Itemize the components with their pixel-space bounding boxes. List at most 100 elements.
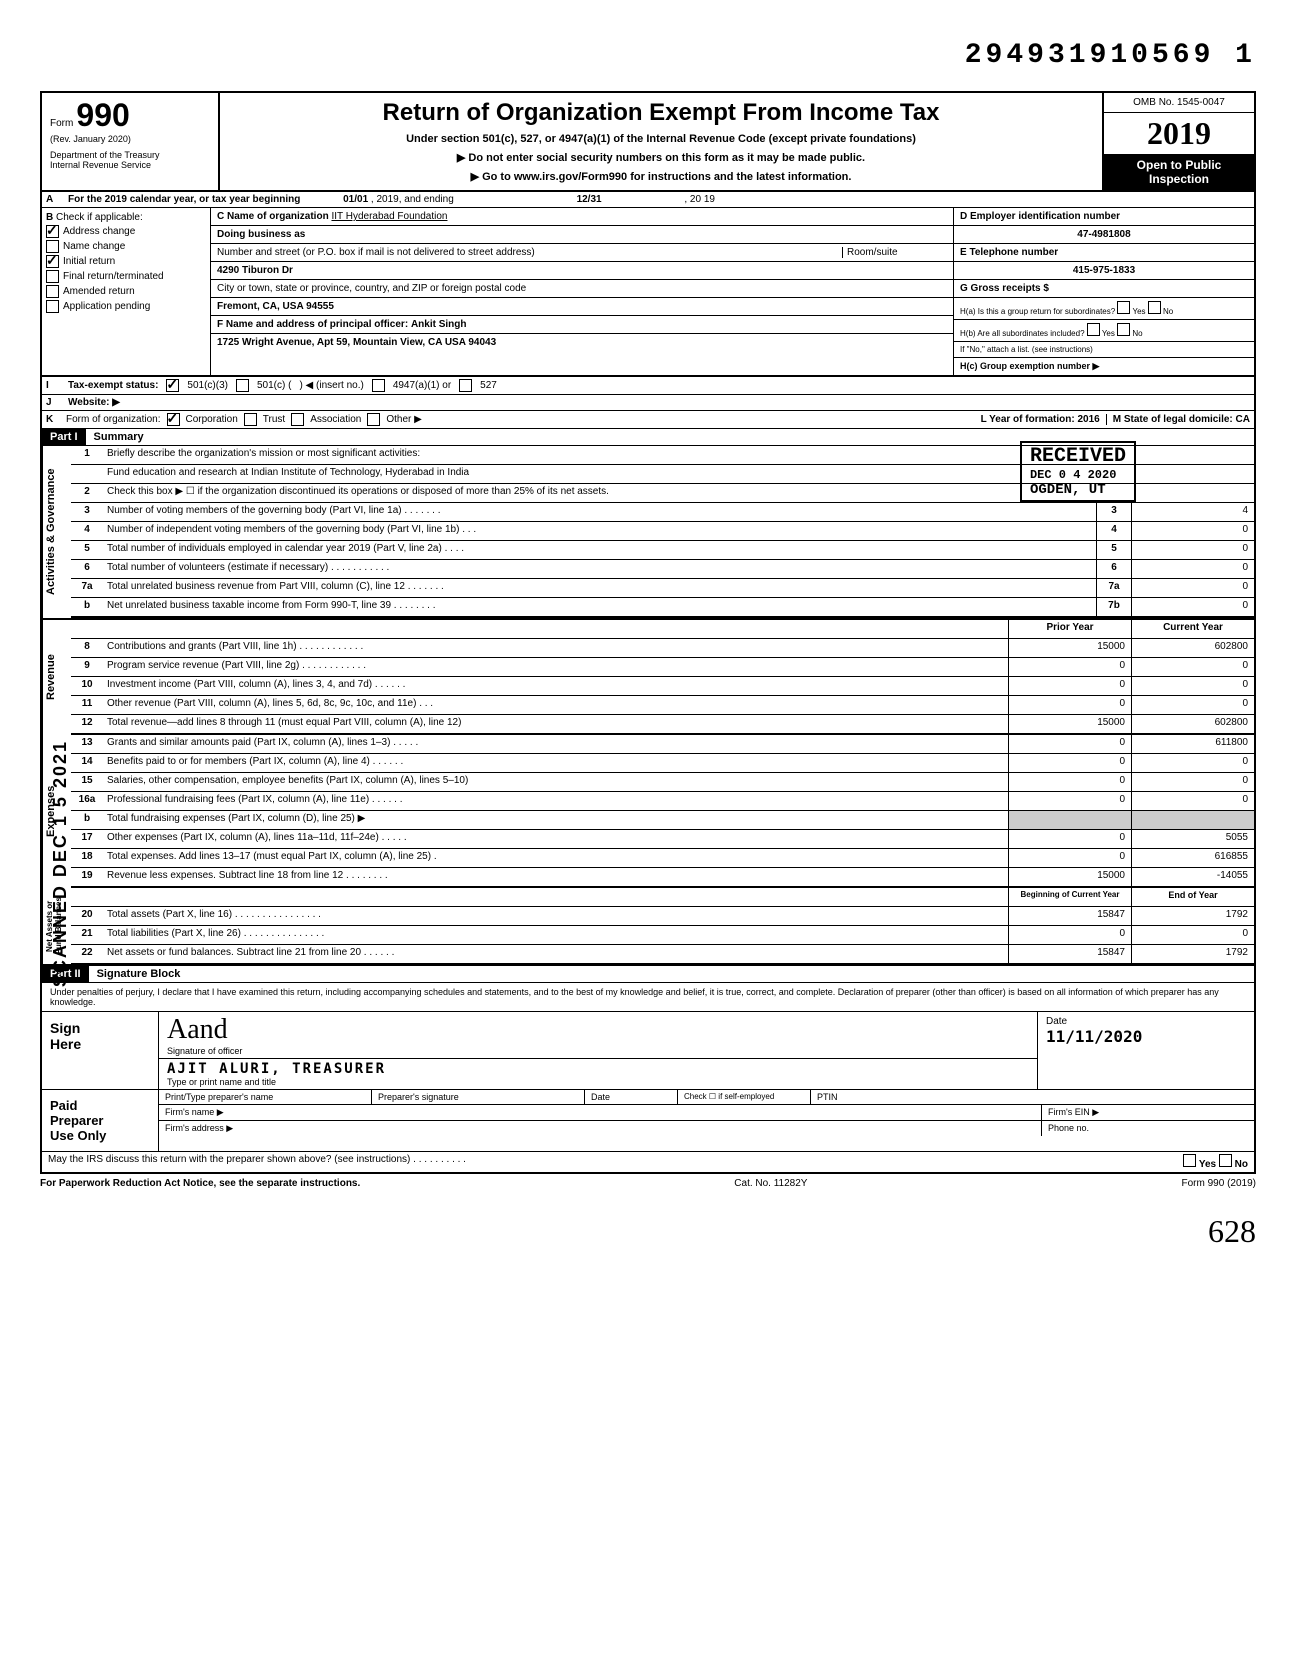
501c-label: 501(c) ( xyxy=(257,380,291,391)
prior-year-value: 15000 xyxy=(1008,868,1131,886)
preparer-name-label: Print/Type preparer's name xyxy=(159,1090,372,1104)
expenses-side-label: Expenses xyxy=(42,735,71,888)
current-year-value: 611800 xyxy=(1131,735,1254,753)
row-a-mid: , 2019, and ending xyxy=(371,194,454,205)
applicable-checkbox[interactable] xyxy=(46,285,59,298)
sign-date-label: Date xyxy=(1046,1016,1067,1027)
website-label: Website: ▶ xyxy=(68,397,120,408)
current-year-value: 616855 xyxy=(1131,849,1254,867)
line-number xyxy=(71,465,103,483)
officer-signature: Aand xyxy=(167,1014,228,1045)
assoc-checkbox[interactable] xyxy=(291,413,304,426)
governance-row: 7aTotal unrelated business revenue from … xyxy=(71,579,1254,598)
self-employed-label: Check ☐ if self-employed xyxy=(678,1090,811,1104)
paperwork-notice: For Paperwork Reduction Act Notice, see … xyxy=(40,1178,360,1189)
may-irs-yes-checkbox[interactable] xyxy=(1183,1154,1196,1167)
line-description: Total unrelated business revenue from Pa… xyxy=(103,579,1096,597)
applicable-checkbox[interactable] xyxy=(46,225,59,238)
may-irs-discuss-row: May the IRS discuss this return with the… xyxy=(42,1151,1254,1172)
line-box: 7a xyxy=(1096,579,1131,597)
yes-label: Yes xyxy=(1102,329,1115,338)
row-k-label: K xyxy=(46,414,60,425)
net-assets-row: 20Total assets (Part X, line 16) . . . .… xyxy=(71,907,1254,926)
527-checkbox[interactable] xyxy=(459,379,472,392)
governance-section: Activities & Governance 1Briefly describ… xyxy=(40,446,1256,618)
ha-yes-checkbox[interactable] xyxy=(1117,301,1130,314)
applicable-checkbox[interactable] xyxy=(46,300,59,313)
trust-checkbox[interactable] xyxy=(244,413,257,426)
row-a-tax-year: A For the 2019 calendar year, or tax yea… xyxy=(40,192,1256,208)
prior-year-value: 0 xyxy=(1008,677,1131,695)
501c3-checkbox[interactable] xyxy=(166,379,179,392)
no-label: No xyxy=(1235,1159,1248,1170)
tax-year: 2019 xyxy=(1104,113,1254,154)
governance-side-label: Activities & Governance xyxy=(42,446,71,618)
ha-no-checkbox[interactable] xyxy=(1148,301,1161,314)
current-year-value: 0 xyxy=(1131,677,1254,695)
form-title: Return of Organization Exempt From Incom… xyxy=(226,99,1096,127)
ha-label: H(a) Is this a group return for subordin… xyxy=(960,307,1115,316)
street-label: Number and street (or P.O. box if mail i… xyxy=(217,247,535,258)
governance-row: bNet unrelated business taxable income f… xyxy=(71,598,1254,618)
line-number: 15 xyxy=(71,773,103,791)
trust-label: Trust xyxy=(263,414,285,425)
net-assets-row: 21Total liabilities (Part X, line 26) . … xyxy=(71,926,1254,945)
prior-year-value: 0 xyxy=(1008,792,1131,810)
year-formation-label: L Year of formation: xyxy=(981,414,1075,425)
hb-no-checkbox[interactable] xyxy=(1117,323,1130,336)
current-year-value: 602800 xyxy=(1131,715,1254,733)
ptin-label: PTIN xyxy=(811,1090,1254,1104)
line-description: Grants and similar amounts paid (Part IX… xyxy=(103,735,1008,753)
net-assets-section: Net Assets or Fund Balances Beginning of… xyxy=(40,888,1256,966)
form-number: 990 xyxy=(76,97,129,133)
line-value: 0 xyxy=(1131,598,1254,616)
expense-row: 15Salaries, other compensation, employee… xyxy=(71,773,1254,792)
room-label: Room/suite xyxy=(842,247,947,258)
501c3-label: 501(c)(3) xyxy=(187,380,228,391)
current-year-value: 0 xyxy=(1131,658,1254,676)
catalog-number: Cat. No. 11282Y xyxy=(734,1178,807,1189)
preparer-sig-label: Preparer's signature xyxy=(372,1090,585,1104)
prior-year-value: 0 xyxy=(1008,658,1131,676)
may-irs-no-checkbox[interactable] xyxy=(1219,1154,1232,1167)
signature-block: Under penalties of perjury, I declare th… xyxy=(40,983,1256,1174)
beginning-value: 15847 xyxy=(1008,945,1131,963)
tax-exempt-label: Tax-exempt status: xyxy=(68,380,158,391)
form-of-org-label: Form of organization: xyxy=(66,414,161,425)
no-label: No xyxy=(1132,329,1142,338)
current-year-header: Current Year xyxy=(1131,620,1254,638)
firm-name-label: Firm's name ▶ xyxy=(159,1105,1042,1120)
officer-name: Ankit Singh xyxy=(411,319,467,330)
applicable-checkbox[interactable] xyxy=(46,270,59,283)
revenue-row: 11Other revenue (Part VIII, column (A), … xyxy=(71,696,1254,715)
527-label: 527 xyxy=(480,380,497,391)
row-a-label: A xyxy=(42,192,64,207)
501c-checkbox[interactable] xyxy=(236,379,249,392)
hc-label: H(c) Group exemption number ▶ xyxy=(960,361,1099,371)
page-footer: For Paperwork Reduction Act Notice, see … xyxy=(40,1174,1256,1193)
line-number: 20 xyxy=(71,907,103,925)
other-checkbox[interactable] xyxy=(367,413,380,426)
expense-row: 19Revenue less expenses. Subtract line 1… xyxy=(71,868,1254,888)
preparer-date-label: Date xyxy=(585,1090,678,1104)
check-row: Address change xyxy=(46,225,206,238)
line-value: 4 xyxy=(1131,503,1254,521)
line-description: Net unrelated business taxable income fr… xyxy=(103,598,1096,616)
year-formation-value: 2016 xyxy=(1077,414,1099,425)
hb-yes-checkbox[interactable] xyxy=(1087,323,1100,336)
corp-checkbox[interactable] xyxy=(167,413,180,426)
line-number: 4 xyxy=(71,522,103,540)
line-description: Total revenue—add lines 8 through 11 (mu… xyxy=(103,715,1008,733)
revision: (Rev. January 2020) xyxy=(50,134,210,144)
line-description: Benefits paid to or for members (Part IX… xyxy=(103,754,1008,772)
revenue-row: 12Total revenue—add lines 8 through 11 (… xyxy=(71,715,1254,735)
line-description: Revenue less expenses. Subtract line 18 … xyxy=(103,868,1008,886)
line-description: Check this box ▶ ☐ if the organization d… xyxy=(103,484,1254,502)
governance-row: Fund education and research at Indian In… xyxy=(71,465,1254,484)
row-k-org-form: K Form of organization: Corporation Trus… xyxy=(40,411,1256,429)
line-description: Professional fundraising fees (Part IX, … xyxy=(103,792,1008,810)
applicable-checkbox[interactable] xyxy=(46,255,59,268)
4947-checkbox[interactable] xyxy=(372,379,385,392)
row-j-label: J xyxy=(46,397,60,408)
governance-row: 6Total number of volunteers (estimate if… xyxy=(71,560,1254,579)
